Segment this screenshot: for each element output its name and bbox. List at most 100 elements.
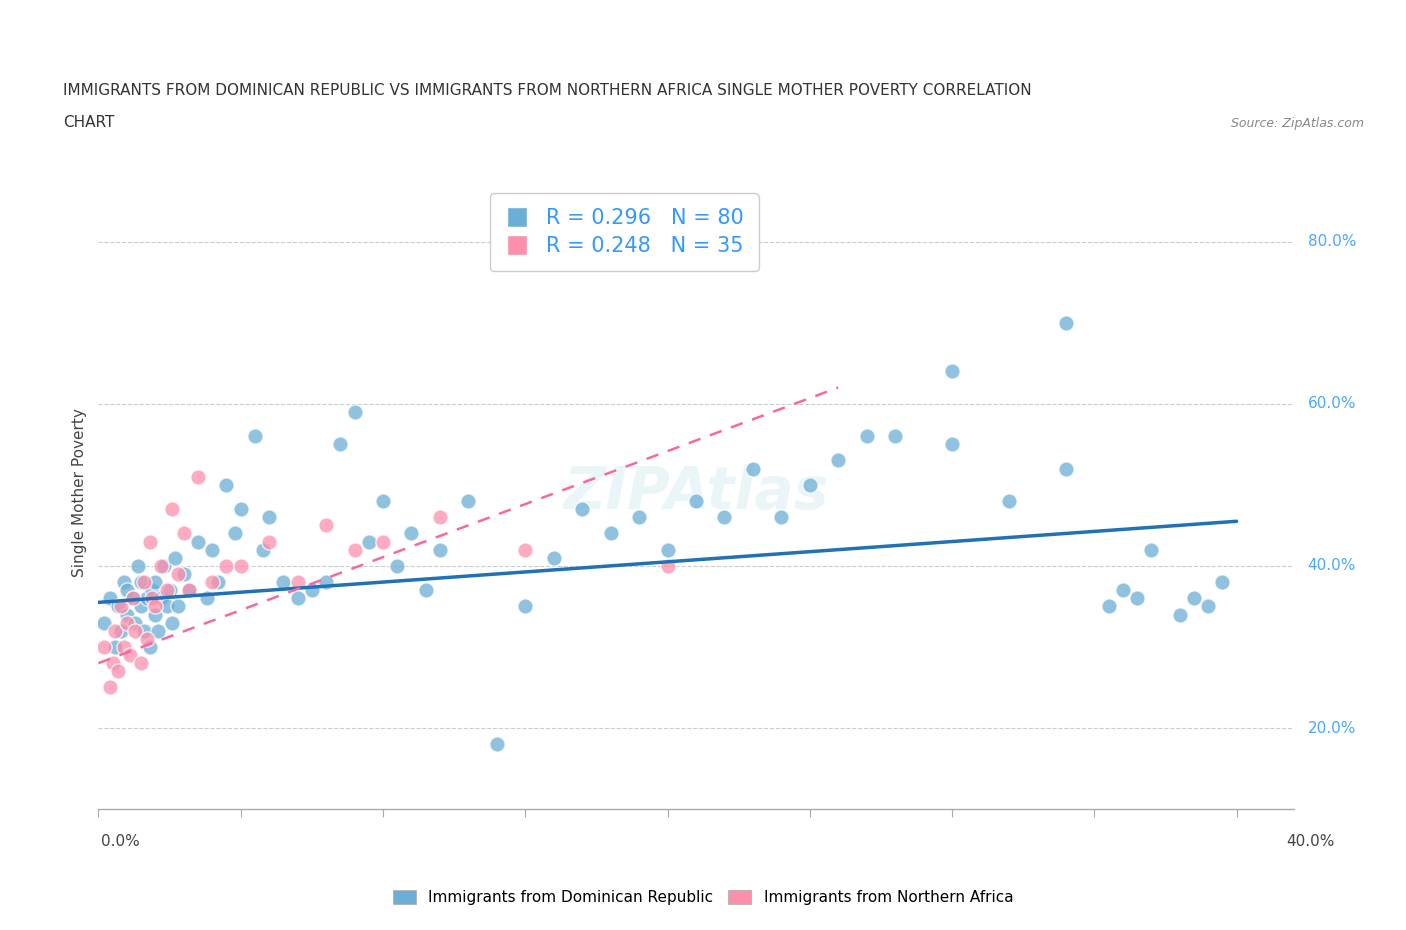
Point [998, 494, 1021, 509]
Point [385, 558, 409, 573]
Point [1197, 599, 1219, 614]
Point [110, 599, 132, 614]
Point [167, 566, 190, 581]
Point [243, 429, 266, 444]
Point [124, 623, 146, 638]
Point [179, 583, 201, 598]
Point [941, 437, 963, 452]
Point [127, 558, 149, 573]
Point [315, 575, 337, 590]
Point [855, 429, 877, 444]
Point [143, 575, 166, 590]
Point [252, 542, 274, 557]
Point [173, 566, 195, 581]
Point [257, 510, 280, 525]
Point [143, 599, 166, 614]
Point [115, 615, 138, 630]
Point [657, 558, 679, 573]
Point [770, 510, 793, 525]
Text: 20.0%: 20.0% [1308, 721, 1357, 736]
Point [273, 575, 295, 590]
Point [371, 534, 394, 549]
Point [543, 551, 565, 565]
Point [799, 477, 821, 492]
Point [138, 640, 160, 655]
Point [118, 647, 141, 662]
Point [179, 583, 201, 598]
Point [515, 542, 537, 557]
Point [121, 591, 143, 605]
Point [162, 615, 184, 630]
Point [187, 534, 209, 549]
Text: 0.0%: 0.0% [101, 834, 141, 849]
Point [1182, 591, 1205, 605]
Point [135, 591, 157, 605]
Point [112, 575, 135, 590]
Point [121, 591, 143, 605]
Point [187, 470, 209, 485]
Point [104, 623, 127, 638]
Point [153, 558, 176, 573]
Point [135, 631, 157, 646]
Point [107, 599, 129, 614]
Text: CHART: CHART [63, 115, 115, 130]
Point [571, 501, 593, 516]
Point [315, 518, 337, 533]
Y-axis label: Single Mother Poverty: Single Mother Poverty [72, 408, 87, 578]
Point [129, 656, 152, 671]
Point [110, 623, 132, 638]
Text: 40.0%: 40.0% [1308, 558, 1357, 574]
Legend: Immigrants from Dominican Republic, Immigrants from Northern Africa: Immigrants from Dominican Republic, Immi… [385, 883, 1021, 913]
Point [224, 526, 246, 541]
Point [159, 583, 181, 598]
Point [1168, 607, 1191, 622]
Point [1126, 591, 1149, 605]
Point [162, 501, 184, 516]
Text: 40.0%: 40.0% [1286, 834, 1334, 849]
Point [132, 623, 155, 638]
Point [207, 575, 229, 590]
Point [229, 501, 252, 516]
Point [215, 558, 238, 573]
Point [150, 558, 173, 573]
Point [429, 542, 451, 557]
Point [343, 542, 366, 557]
Point [485, 737, 508, 751]
Point [343, 405, 366, 419]
Point [741, 461, 763, 476]
Point [257, 534, 280, 549]
Point [150, 591, 173, 605]
Point [132, 575, 155, 590]
Point [1211, 575, 1233, 590]
Point [141, 591, 163, 605]
Point [93, 615, 115, 630]
Point [115, 583, 138, 598]
Point [827, 453, 849, 468]
Point [215, 477, 238, 492]
Point [156, 583, 179, 598]
Point [129, 575, 152, 590]
Point [98, 680, 121, 695]
Text: IMMIGRANTS FROM DOMINICAN REPUBLIC VS IMMIGRANTS FROM NORTHERN AFRICA SINGLE MOT: IMMIGRANTS FROM DOMINICAN REPUBLIC VS IM… [63, 83, 1032, 98]
Point [1140, 542, 1163, 557]
Point [657, 542, 679, 557]
Point [98, 591, 121, 605]
Point [301, 583, 323, 598]
Point [201, 542, 224, 557]
Point [287, 591, 309, 605]
Point [195, 591, 218, 605]
Point [371, 494, 394, 509]
Point [129, 599, 152, 614]
Text: 60.0%: 60.0% [1308, 396, 1357, 411]
Text: 80.0%: 80.0% [1308, 234, 1357, 249]
Point [148, 623, 170, 638]
Point [143, 607, 166, 622]
Point [685, 494, 707, 509]
Point [884, 429, 907, 444]
Point [941, 364, 963, 379]
Point [156, 599, 179, 614]
Point [115, 607, 138, 622]
Point [1112, 583, 1135, 598]
Point [229, 558, 252, 573]
Point [329, 437, 352, 452]
